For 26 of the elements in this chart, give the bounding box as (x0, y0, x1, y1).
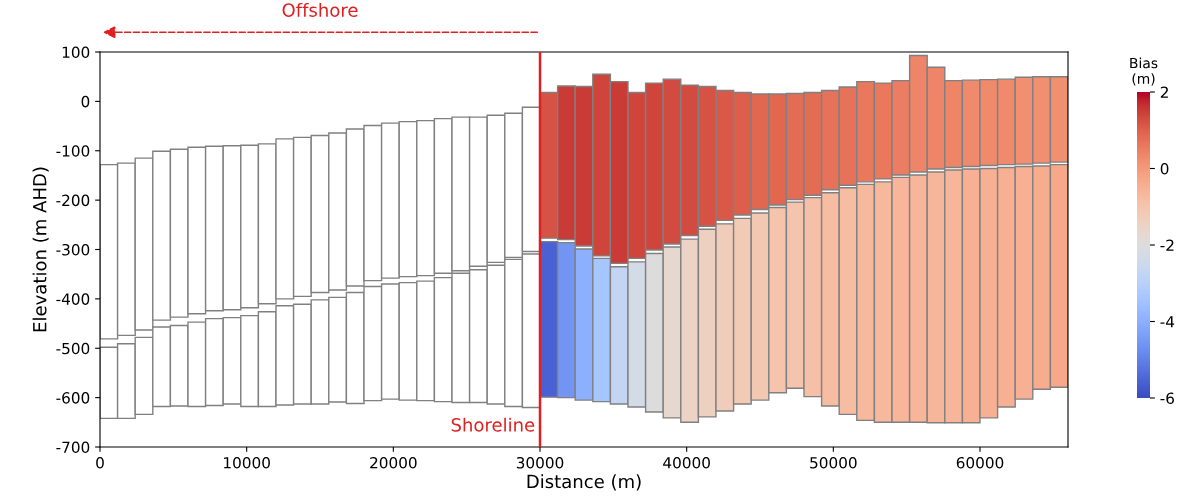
y-axis-title: Elevation (m AHD) (32, 167, 49, 332)
y-tick-label: -600 (56, 392, 90, 404)
x-tick-label: 50000 (810, 456, 857, 469)
x-axis-title: Distance (m) (527, 474, 641, 491)
y-tick-label: -100 (56, 145, 90, 157)
y-tick-label: 100 (62, 46, 90, 59)
color-bar-title: Bias (m) (1130, 57, 1158, 86)
x-tick-label: 30000 (516, 456, 564, 469)
y-tick-label: -300 (56, 243, 90, 256)
text: Offshore (282, 2, 358, 17)
x-tick-label: 20000 (370, 456, 417, 469)
x-tick-label: 60000 (956, 456, 1004, 469)
color-bar-label: -4 (1160, 316, 1175, 328)
y-tick-label: -200 (56, 194, 90, 207)
color-bar-label: 2 (1160, 86, 1168, 98)
ref-line-label: Shoreline (451, 417, 535, 432)
x-tick-label: 40000 (663, 456, 710, 469)
x-tick-label: 0 (96, 456, 104, 469)
y-tick-label: -700 (56, 441, 90, 454)
color-bar-label: 0 (1160, 162, 1169, 175)
y-tick-label: 0 (81, 95, 90, 108)
color-bar-label: -6 (1160, 392, 1174, 405)
y-tick-label: -400 (56, 293, 90, 305)
y-tick-label: -500 (56, 342, 90, 355)
x-tick-label: 10000 (224, 456, 270, 469)
color-bar-label: -2 (1160, 239, 1174, 251)
